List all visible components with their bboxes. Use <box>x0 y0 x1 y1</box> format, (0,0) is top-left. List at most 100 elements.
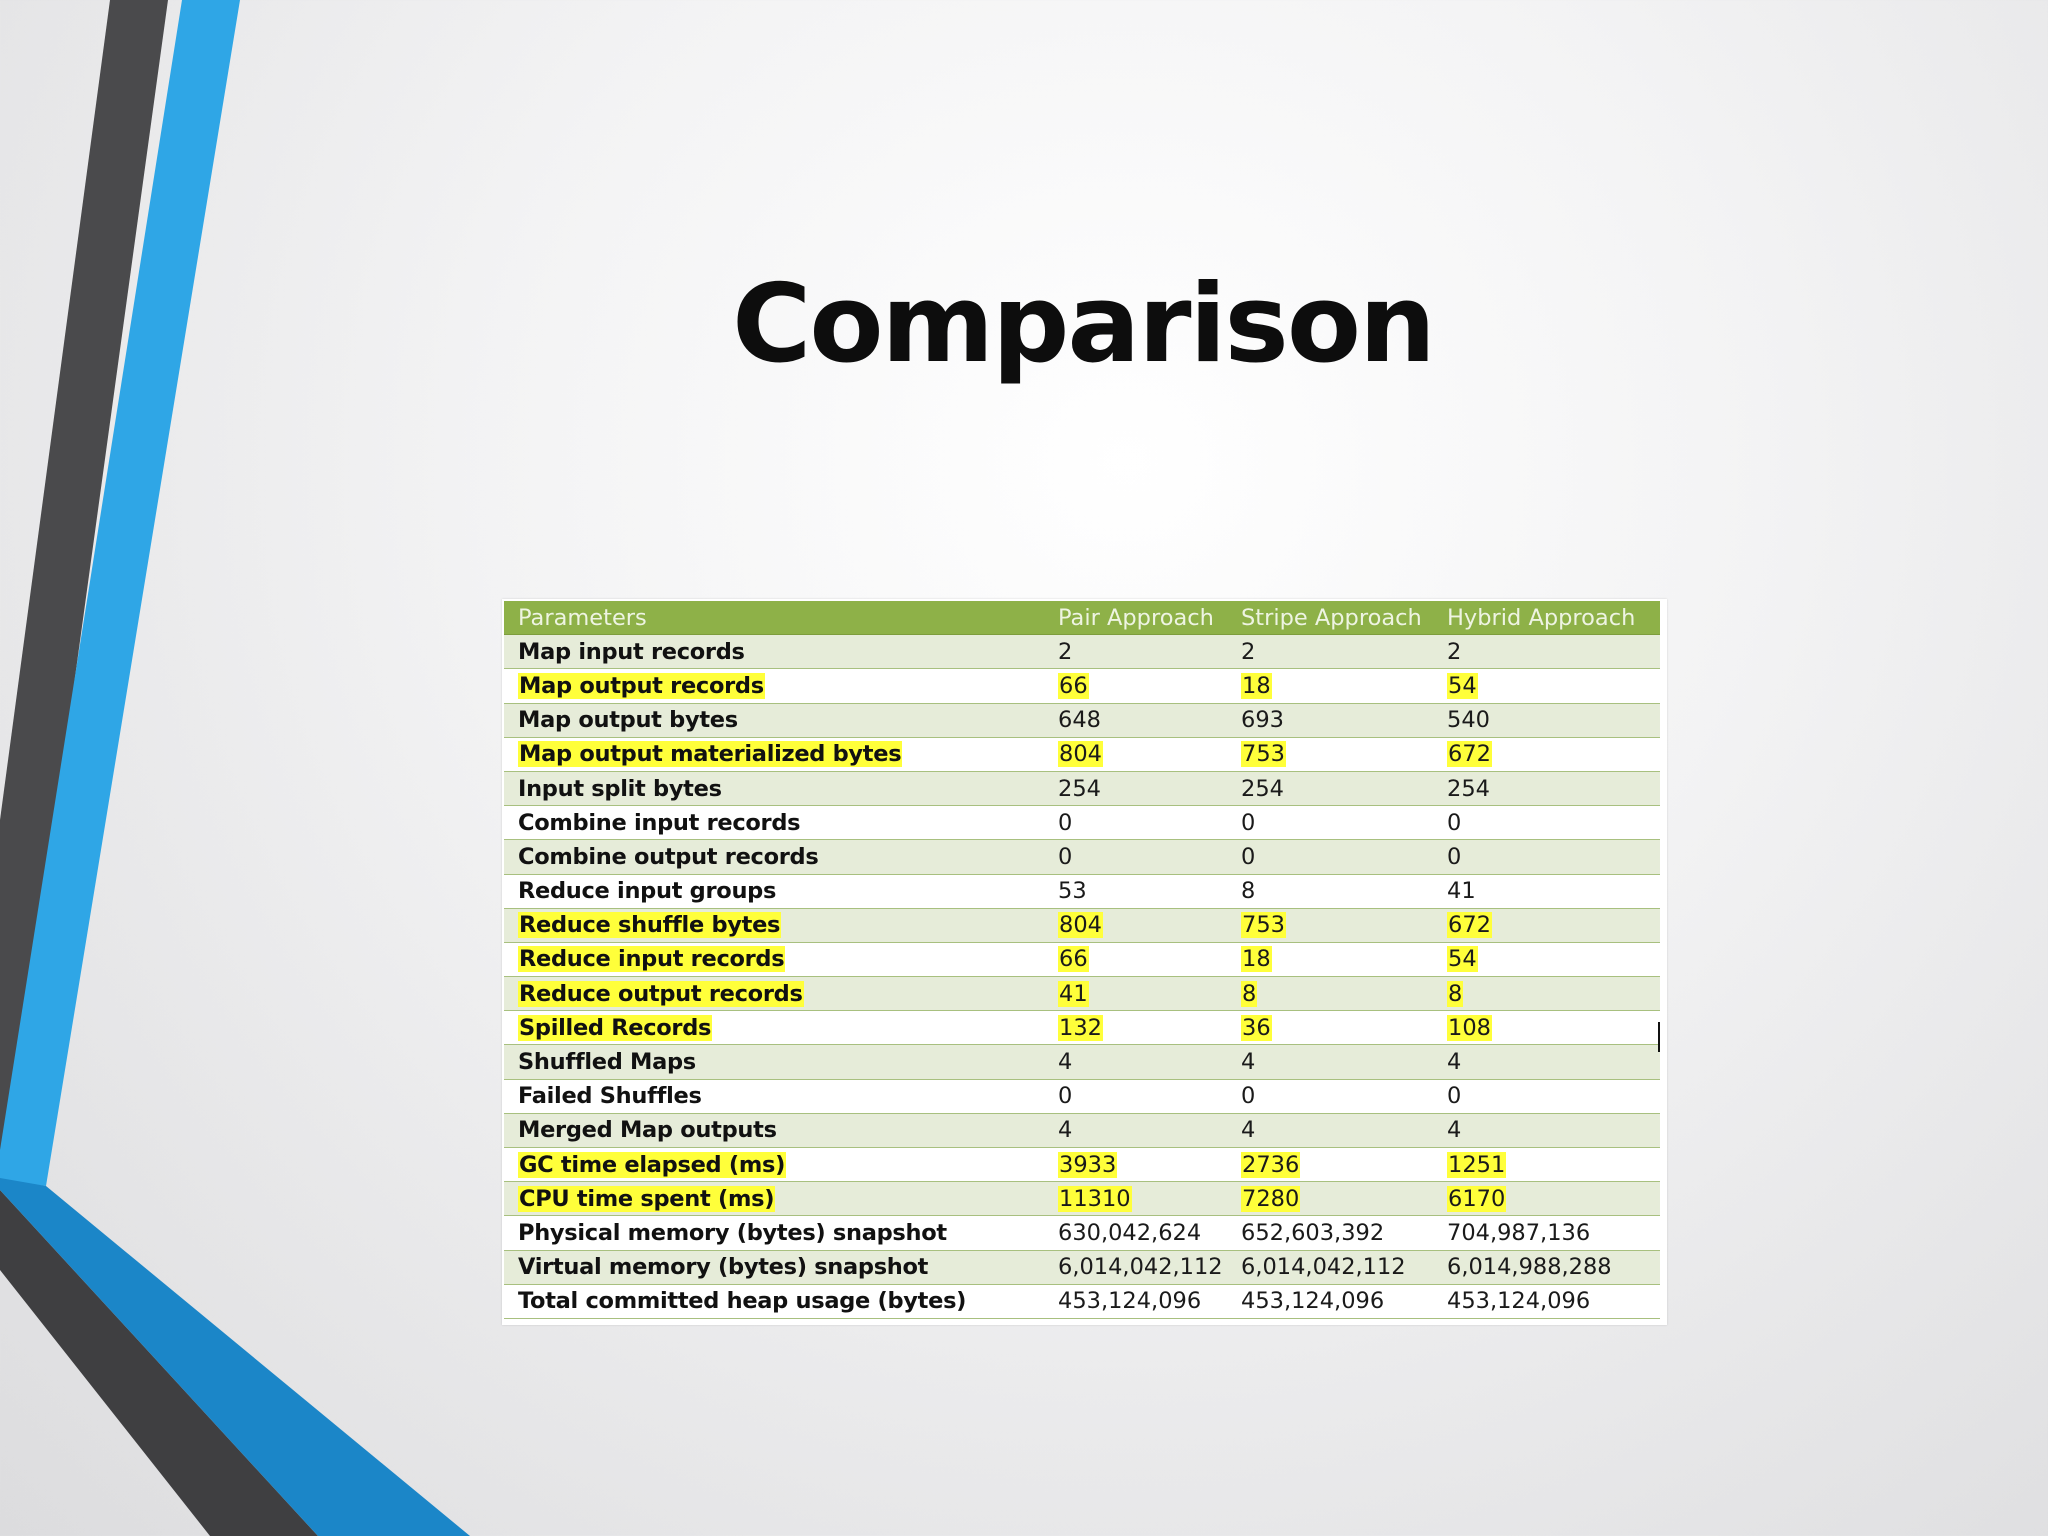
table-body: Map input records 2 2 2 Map output records 66… <box>504 634 1660 1319</box>
hybrid-approach-cell-text: 108 <box>1447 1014 1492 1041</box>
table-row: Physical memory (bytes) snapshot 630,042,… <box>504 1215 1660 1251</box>
pair-approach-cell-text: 6,014,042,112 <box>1058 1254 1223 1281</box>
parameter-cell: Combine input records <box>504 805 1044 841</box>
pair-approach-cell: 11310 <box>1044 1181 1227 1217</box>
parameter-cell: CPU time spent (ms) <box>504 1181 1044 1217</box>
stripe-approach-cell-text: 4 <box>1241 1117 1256 1144</box>
parameter-cell: Failed Shuffles <box>504 1079 1044 1114</box>
hybrid-approach-cell-text: 4 <box>1447 1117 1462 1144</box>
stripe-approach-cell: 693 <box>1227 703 1433 738</box>
pair-approach-cell-text: 53 <box>1058 878 1087 905</box>
stripe-approach-cell-text: 2 <box>1241 638 1256 665</box>
table-row: Reduce output records 41 8 8 <box>504 976 1660 1012</box>
stripe-approach-cell-text: 18 <box>1241 946 1272 973</box>
parameter-cell-text: Total committed heap usage (bytes) <box>518 1288 967 1315</box>
pair-approach-cell-text: 453,124,096 <box>1058 1288 1202 1315</box>
pair-approach-cell: 2 <box>1044 634 1227 670</box>
parameter-cell-text: Combine output records <box>518 843 819 870</box>
stripe-approach-cell: 254 <box>1227 771 1433 807</box>
pair-approach-cell-text: 11310 <box>1058 1185 1132 1212</box>
hybrid-approach-cell: 4 <box>1433 1113 1660 1149</box>
table-row: Merged Map outputs 4 4 4 <box>504 1113 1660 1149</box>
pair-approach-cell-text: 66 <box>1058 672 1089 699</box>
pair-approach-cell: 630,042,624 <box>1044 1215 1227 1251</box>
parameter-cell-text: Physical memory (bytes) snapshot <box>518 1219 947 1246</box>
parameter-cell-text: CPU time spent (ms) <box>518 1185 776 1212</box>
hybrid-approach-cell-text: 0 <box>1447 809 1462 836</box>
pair-approach-cell-text: 254 <box>1058 775 1101 802</box>
parameter-cell-text: Map output materialized bytes <box>518 741 903 768</box>
hybrid-approach-cell: 6170 <box>1433 1181 1660 1217</box>
pair-approach-cell-text: 0 <box>1058 843 1073 870</box>
pair-approach-cell: 6,014,042,112 <box>1044 1250 1227 1285</box>
table-row: Map input records 2 2 2 <box>504 634 1660 670</box>
parameter-cell: GC time elapsed (ms) <box>504 1147 1044 1183</box>
pair-approach-cell: 41 <box>1044 976 1227 1012</box>
pair-approach-cell: 66 <box>1044 942 1227 978</box>
parameter-cell: Map input records <box>504 634 1044 670</box>
hybrid-approach-cell: 453,124,096 <box>1433 1284 1660 1319</box>
hybrid-approach-cell: 54 <box>1433 668 1660 704</box>
hybrid-approach-cell: 540 <box>1433 703 1660 738</box>
pair-approach-cell: 0 <box>1044 1079 1227 1114</box>
stripe-approach-cell: 7280 <box>1227 1181 1433 1217</box>
stripe-approach-cell: 4 <box>1227 1044 1433 1080</box>
comparison-table: Parameters Pair Approach Stripe Approach… <box>504 601 1660 1319</box>
parameter-cell-text: Map output records <box>518 672 765 699</box>
stripe-approach-cell-text: 8 <box>1241 878 1256 905</box>
stripe-approach-cell: 652,603,392 <box>1227 1215 1433 1251</box>
stripe-approach-cell: 0 <box>1227 1079 1433 1114</box>
pair-approach-cell: 4 <box>1044 1113 1227 1149</box>
hybrid-approach-cell: 704,987,136 <box>1433 1215 1660 1251</box>
parameter-cell-text: Map output bytes <box>518 707 738 734</box>
hybrid-approach-cell: 108 <box>1433 1010 1660 1046</box>
parameter-cell: Reduce output records <box>504 976 1044 1012</box>
table-row: Combine input records 0 0 0 <box>504 805 1660 841</box>
parameter-cell: Input split bytes <box>504 771 1044 807</box>
stripe-approach-cell-text: 453,124,096 <box>1241 1288 1385 1315</box>
pair-approach-cell: 254 <box>1044 771 1227 807</box>
table-row: Map output records 66 18 54 <box>504 668 1660 704</box>
pair-approach-cell: 648 <box>1044 703 1227 738</box>
stripe-approach-cell: 753 <box>1227 908 1433 943</box>
hybrid-approach-cell-text: 6170 <box>1447 1185 1507 1212</box>
stripe-approach-cell-text: 2736 <box>1241 1151 1301 1178</box>
stripe-approach-cell-text: 753 <box>1241 741 1286 768</box>
blue-stripe-upper <box>0 0 240 1186</box>
stripe-approach-cell-text: 18 <box>1241 672 1272 699</box>
stripe-approach-cell: 18 <box>1227 942 1433 978</box>
pair-approach-cell: 804 <box>1044 908 1227 943</box>
pair-approach-cell-text: 0 <box>1058 809 1073 836</box>
hybrid-approach-cell-text: 4 <box>1447 1049 1462 1076</box>
stripe-approach-cell-text: 0 <box>1241 1083 1256 1110</box>
parameter-cell-text: Shuffled Maps <box>518 1049 696 1076</box>
hybrid-approach-cell: 8 <box>1433 976 1660 1012</box>
stripe-approach-cell-text: 0 <box>1241 809 1256 836</box>
parameter-cell-text: Reduce shuffle bytes <box>518 912 782 939</box>
slide-title: Comparison <box>732 262 1436 387</box>
table-row: CPU time spent (ms) 11310 7280 6170 <box>504 1181 1660 1217</box>
comparison-table-container: Parameters Pair Approach Stripe Approach… <box>502 599 1667 1325</box>
pair-approach-cell-text: 804 <box>1058 912 1103 939</box>
hybrid-approach-cell-text: 54 <box>1447 672 1478 699</box>
hybrid-approach-cell-text: 41 <box>1447 878 1476 905</box>
table-row: Map output bytes 648 693 540 <box>504 703 1660 738</box>
pair-approach-cell-text: 41 <box>1058 980 1089 1007</box>
hybrid-approach-cell-text: 0 <box>1447 843 1462 870</box>
parameter-cell: Merged Map outputs <box>504 1113 1044 1149</box>
pair-approach-cell: 132 <box>1044 1010 1227 1046</box>
parameter-cell-text: Virtual memory (bytes) snapshot <box>518 1254 929 1281</box>
parameter-cell-text: Input split bytes <box>518 775 722 802</box>
parameter-cell: Virtual memory (bytes) snapshot <box>504 1250 1044 1285</box>
hybrid-approach-cell: 41 <box>1433 874 1660 909</box>
hybrid-approach-cell: 0 <box>1433 805 1660 841</box>
parameter-cell: Spilled Records <box>504 1010 1044 1046</box>
pair-approach-cell-text: 2 <box>1058 638 1073 665</box>
stripe-approach-cell: 0 <box>1227 839 1433 875</box>
header-pair-approach: Pair Approach <box>1044 601 1227 636</box>
stripe-approach-cell: 2 <box>1227 634 1433 670</box>
pair-approach-cell: 453,124,096 <box>1044 1284 1227 1319</box>
hybrid-approach-cell: 672 <box>1433 908 1660 943</box>
pair-approach-cell: 0 <box>1044 805 1227 841</box>
